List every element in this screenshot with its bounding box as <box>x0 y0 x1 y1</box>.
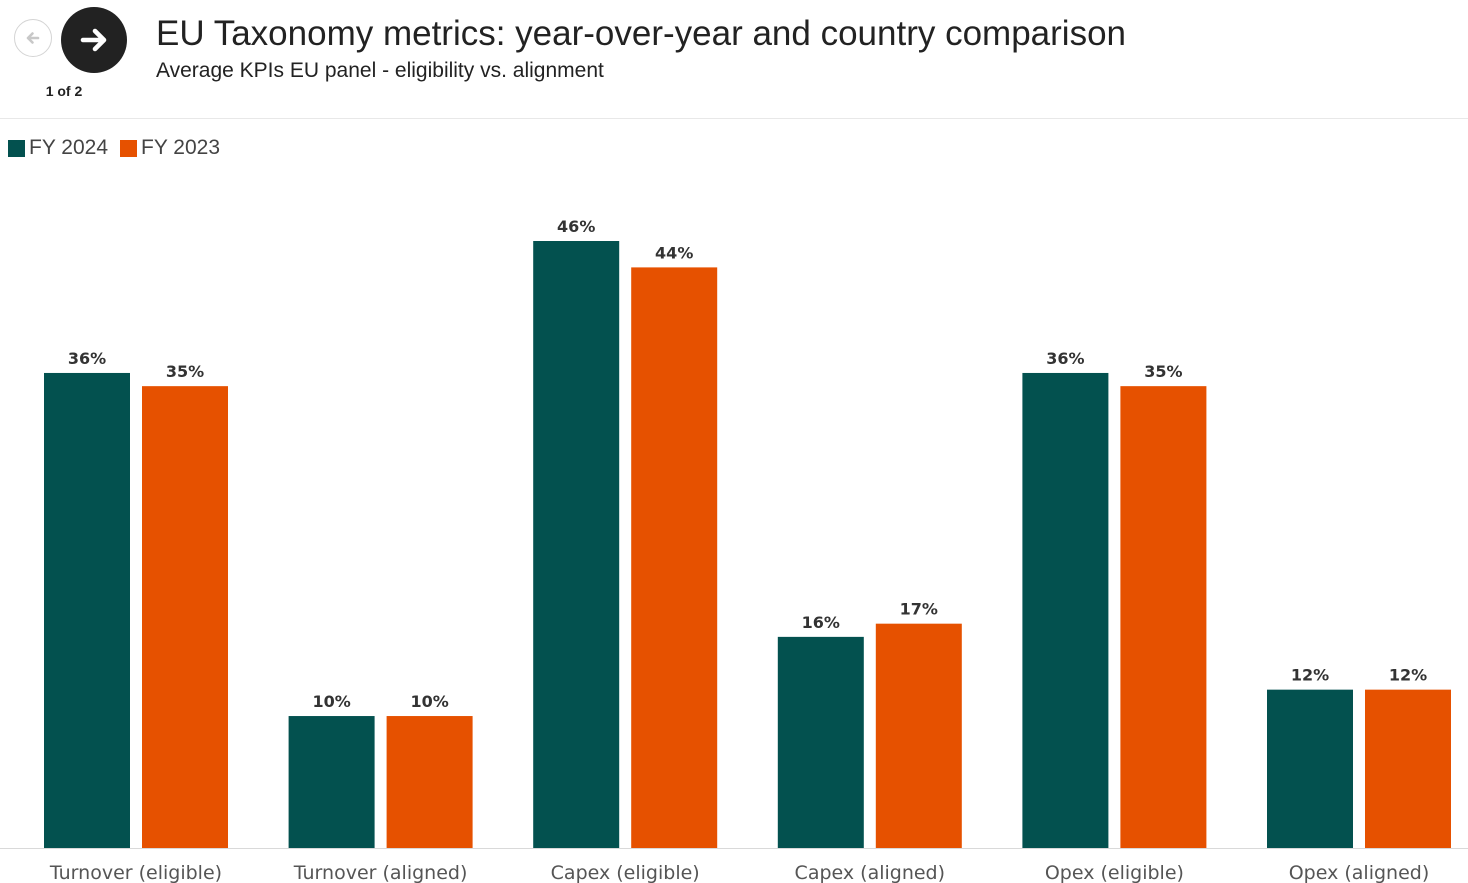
data-label-fy2024-4: 36% <box>1046 349 1084 368</box>
data-label-fy2023-1: 10% <box>410 692 448 711</box>
page-subtitle: Average KPIs EU panel - eligibility vs. … <box>156 59 604 82</box>
bar-fy2023-3[interactable] <box>875 623 962 848</box>
data-label-fy2023-2: 44% <box>655 243 693 262</box>
category-label-3: Capex (aligned) <box>795 862 946 883</box>
data-label-fy2023-3: 17% <box>900 600 938 619</box>
page-indicator: 1 of 2 <box>45 83 83 99</box>
category-label-0: Turnover (eligible) <box>49 862 222 883</box>
legend-swatch-fy2024 <box>8 139 25 157</box>
data-label-fy2024-2: 46% <box>557 217 595 236</box>
category-label-2: Capex (eligible) <box>551 862 700 883</box>
next-button[interactable] <box>61 7 127 73</box>
bar-fy2024-2[interactable] <box>533 241 620 848</box>
previous-button[interactable] <box>14 19 52 57</box>
header-divider <box>0 118 1468 119</box>
bar-fy2024-3[interactable] <box>777 636 864 848</box>
data-label-fy2024-3: 16% <box>802 613 840 632</box>
bar-fy2024-5[interactable] <box>1267 689 1353 848</box>
arrow-right-icon <box>80 28 107 52</box>
legend-item-fy2023[interactable]: FY 2023 <box>120 136 220 160</box>
data-label-fy2023-4: 35% <box>1144 362 1182 381</box>
bar-fy2023-2[interactable] <box>631 267 718 848</box>
legend-label-fy2023: FY 2023 <box>141 136 221 159</box>
page-title: EU Taxonomy metrics: year-over-year and … <box>156 14 1127 53</box>
data-label-fy2024-5: 12% <box>1291 666 1329 685</box>
chart-legend: FY 2024 FY 2023 <box>8 136 232 160</box>
category-label-5: Opex (aligned) <box>1289 862 1430 883</box>
category-label-1: Turnover (aligned) <box>293 862 468 883</box>
data-label-fy2023-0: 35% <box>166 362 204 381</box>
bar-fy2023-1[interactable] <box>386 716 473 848</box>
bar-fy2023-0[interactable] <box>142 386 228 848</box>
legend-item-fy2024[interactable]: FY 2024 <box>8 136 108 160</box>
bar-fy2023-5[interactable] <box>1365 689 1451 848</box>
bar-fy2024-1[interactable] <box>288 716 375 848</box>
data-label-fy2023-5: 12% <box>1389 666 1427 685</box>
category-label-4: Opex (eligible) <box>1045 862 1184 883</box>
legend-label-fy2024: FY 2024 <box>29 136 109 159</box>
legend-swatch-fy2023 <box>120 139 138 157</box>
arrow-left-icon <box>26 32 40 44</box>
data-label-fy2024-1: 10% <box>312 692 350 711</box>
data-label-fy2024-0: 36% <box>68 349 106 368</box>
bar-fy2024-4[interactable] <box>1022 372 1109 848</box>
bar-fy2023-4[interactable] <box>1120 386 1207 848</box>
bar-fy2024-0[interactable] <box>44 372 130 848</box>
